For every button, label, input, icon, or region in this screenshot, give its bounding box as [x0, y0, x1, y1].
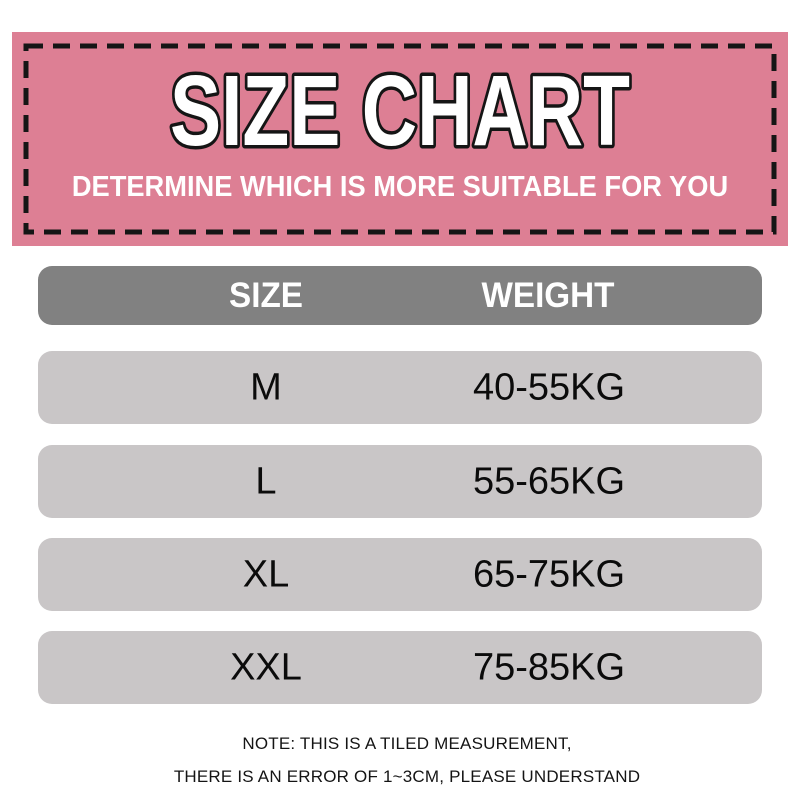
table-row: M 40-55KG [38, 351, 762, 424]
weight-value: 40-55KG [472, 366, 626, 408]
weight-value: 65-75KG [472, 553, 626, 595]
measurement-note: NOTE: THIS IS A TILED MEASUREMENT, THERE… [7, 727, 800, 793]
note-line-2: THERE IS AN ERROR OF 1~3CM, PLEASE UNDER… [173, 767, 641, 786]
column-header-weight: WEIGHT [481, 275, 615, 315]
table-row: XL 65-75KG [38, 538, 762, 611]
table-header-row: SIZE WEIGHT [38, 266, 762, 325]
size-value: L [255, 460, 277, 502]
size-value: M [250, 366, 282, 408]
note-line-1: NOTE: THIS IS A TILED MEASUREMENT, [242, 734, 572, 753]
size-value: XL [242, 553, 290, 595]
banner-subtitle: DETERMINE WHICH IS MORE SUITABLE FOR YOU [71, 171, 729, 203]
page-title: SIZE CHART [170, 55, 630, 167]
banner-title-graphic: SIZE CHART [167, 52, 634, 171]
size-chart-banner: SIZE CHART DETERMINE WHICH IS MORE SUITA… [12, 32, 788, 246]
weight-value: 55-65KG [472, 460, 626, 502]
weight-value: 75-85KG [472, 646, 626, 688]
column-header-size: SIZE [229, 275, 303, 315]
table-row: XXL 75-85KG [38, 631, 762, 704]
size-value: XXL [230, 646, 302, 688]
table-row: L 55-65KG [38, 445, 762, 518]
dashed-border [23, 43, 777, 235]
